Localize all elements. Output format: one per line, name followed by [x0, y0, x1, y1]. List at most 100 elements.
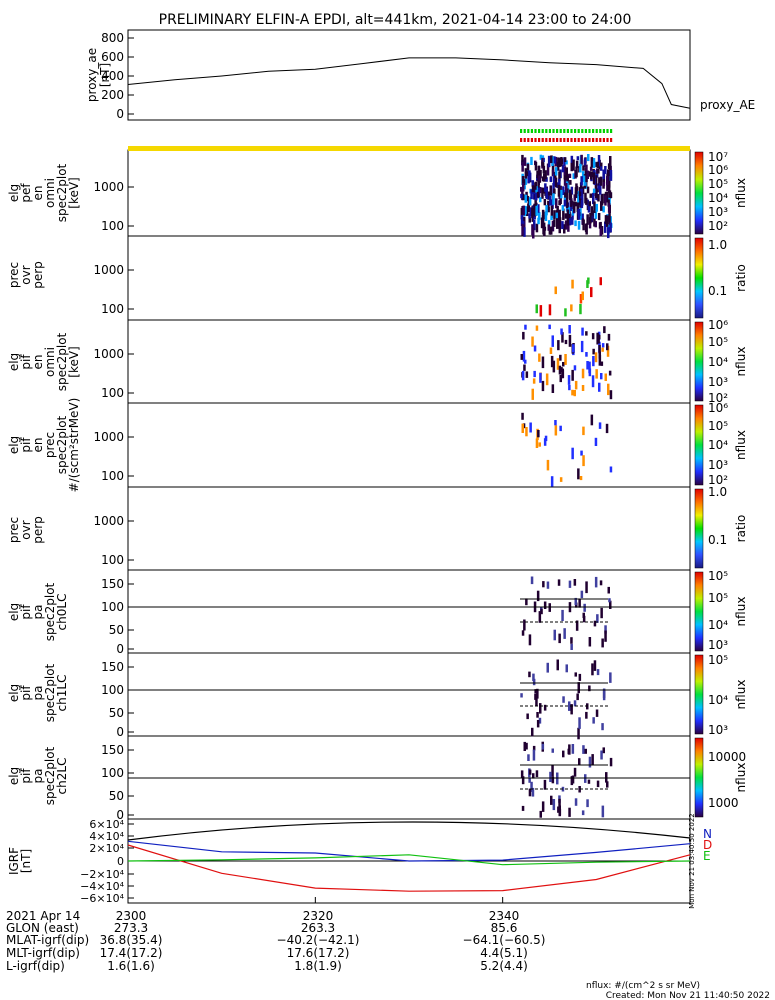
colorbar-prec-ovr-perp-1 — [694, 237, 704, 319]
spectrogram-cell — [565, 196, 569, 208]
panel-ylabel-line: en — [31, 355, 45, 370]
spectrogram-cell — [532, 678, 536, 686]
spectrogram-cell — [535, 223, 539, 233]
footer-row-label: MLAT-igrf(dip) — [6, 933, 89, 947]
footer-row-value: 36.8(35.4) — [100, 933, 163, 947]
spectrogram-cell — [538, 611, 542, 623]
spectrogram-cell — [537, 175, 540, 188]
spectrogram-cell — [595, 203, 598, 212]
spectrogram-cell — [549, 195, 552, 206]
spectrogram-cell — [605, 772, 608, 783]
status-mark-green — [548, 129, 551, 133]
spectrogram-cell — [522, 205, 525, 216]
spectrogram-cell — [604, 166, 607, 174]
panel-ylabel-line: pa — [31, 686, 45, 701]
spectrogram-cell — [545, 205, 548, 216]
spectrogram-cell — [521, 154, 524, 166]
panel-frame-elg-pif-en-prec — [127, 402, 691, 488]
panel-ylabel-line: spec2plot — [43, 746, 57, 805]
spectrogram-cell — [565, 664, 568, 673]
spectrogram-cell — [536, 720, 540, 728]
footer-row-value: 4.4(5.1) — [480, 946, 528, 960]
spectrogram-cell — [539, 170, 542, 179]
spectrogram-cell — [552, 799, 556, 811]
panel-frame-prec-ovr-perp-2 — [127, 486, 691, 571]
spectrogram-cell — [600, 607, 603, 619]
spectrogram-cell — [588, 685, 591, 692]
status-mark-red — [520, 138, 523, 142]
status-mark-green — [520, 129, 523, 133]
spectrogram-cell — [557, 340, 560, 351]
spectrogram-cell — [536, 170, 539, 179]
spectrogram-cell — [523, 157, 527, 166]
spectrogram-cell — [601, 805, 605, 818]
spectrogram-cell — [567, 375, 571, 385]
spectrogram-cell — [594, 184, 598, 197]
spectrogram-cell — [561, 221, 564, 230]
spectrogram-cell — [532, 773, 535, 779]
spectrogram-cell — [522, 216, 525, 222]
y-tick-label: 100 — [101, 302, 124, 316]
y-tick-label: 0 — [116, 725, 124, 739]
spectrogram-cell — [563, 628, 566, 639]
spectrogram-cell — [524, 205, 527, 215]
spectrogram-cell — [546, 662, 549, 673]
status-mark-green — [581, 129, 584, 133]
spectrogram-cell — [539, 197, 542, 203]
spectrogram-cell — [609, 672, 612, 683]
panel-ylabel-line: pa — [31, 605, 45, 620]
y-tick-label: 100 — [101, 600, 124, 614]
spectrogram-cell — [529, 422, 532, 433]
spectrogram-cell — [590, 206, 593, 214]
spectrogram-cell — [582, 426, 585, 436]
status-mark-green — [592, 129, 595, 133]
spectrogram-cell — [585, 711, 588, 719]
y-tick-label: 100 — [101, 219, 124, 233]
ae-series-line — [127, 57, 691, 109]
spectrogram-cell — [602, 169, 605, 180]
spectrogram-cell — [555, 198, 558, 209]
colorbar-tick-label: 10³ — [708, 723, 728, 737]
spectrogram-cell — [530, 189, 533, 200]
colorbar-tick-label: 10² — [708, 391, 728, 405]
spectrogram-cell — [583, 175, 586, 186]
spectrogram-cell — [568, 701, 571, 711]
colorbar-tick-label: 1.0 — [708, 485, 727, 499]
spectrogram-cell — [536, 191, 540, 198]
panel-ylabel-line: en — [31, 438, 45, 453]
y-tick-label: 2×10⁴ — [89, 842, 124, 855]
colorbar-tick-label: 10⁴ — [708, 693, 728, 707]
spectrogram-cell — [562, 696, 565, 703]
spectrogram-cell — [549, 771, 552, 782]
status-mark-green — [566, 129, 569, 133]
spectrogram-cell — [542, 581, 545, 588]
spectrogram-cell — [539, 810, 542, 818]
spectrogram-cell — [609, 192, 613, 198]
spectrogram-cell — [551, 220, 555, 232]
spectrogram-cell — [554, 425, 558, 436]
spectrogram-cell — [602, 206, 605, 213]
colorbar-tick-label: 10⁵ — [708, 419, 728, 433]
status-mark-red — [563, 138, 566, 142]
spectrogram-cell — [553, 629, 556, 641]
status-mark-green — [574, 129, 577, 133]
panel-ylabel-line: omni — [43, 178, 57, 208]
spectrogram-cell — [544, 183, 547, 192]
spectrogram-cell — [574, 220, 577, 227]
colorbar-tick-label: 10⁶ — [708, 318, 728, 332]
status-mark-red — [559, 138, 562, 142]
spectrogram-cell — [564, 339, 568, 345]
spectrogram-cell — [536, 590, 540, 602]
spectrogram-cell — [525, 598, 528, 606]
spectrogram-cell — [571, 369, 574, 381]
spectrogram-cell — [520, 354, 523, 360]
spectrogram-cell — [540, 608, 543, 615]
status-mark-red — [527, 138, 530, 142]
spectrogram-cell — [528, 634, 532, 646]
status-mark-red — [523, 138, 526, 142]
spectrogram-cell — [590, 287, 593, 298]
spectrogram-cell — [558, 200, 561, 205]
spectrogram-cell — [528, 778, 531, 783]
status-mark-green — [552, 129, 555, 133]
spectrogram-cell — [571, 389, 574, 396]
